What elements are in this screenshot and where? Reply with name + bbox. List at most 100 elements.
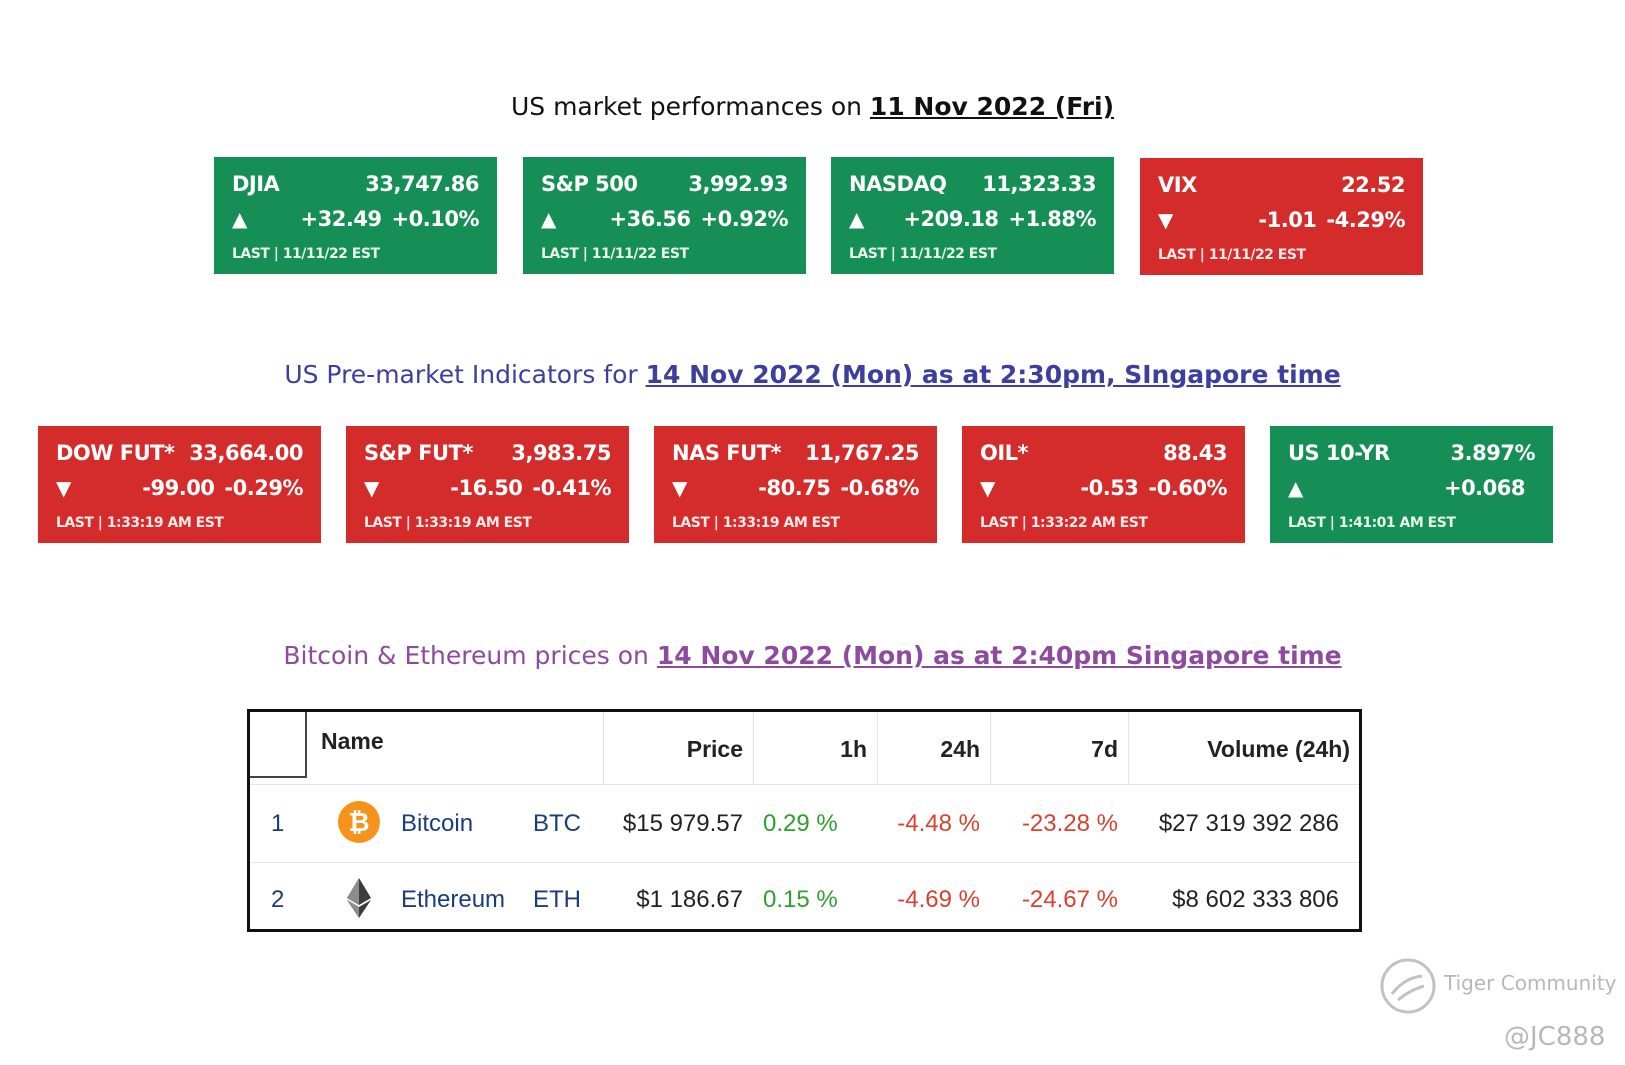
tile-value: 3.897% — [1450, 441, 1536, 465]
tile-dow-fut[interactable]: DOW FUT* 33,664.00 ▼ -99.00 -0.29% LAST | 1… — [38, 426, 321, 543]
header-7d[interactable]: 7d — [1091, 736, 1118, 762]
tile-name: OIL* — [980, 441, 1029, 465]
crypto-heading: Bitcoin & Ethereum prices on 14 Nov 2022… — [283, 641, 1342, 670]
tile-value: 33,747.86 — [365, 172, 479, 196]
coin-symbol: ETH — [533, 886, 581, 913]
tile-sp500[interactable]: S&P 500 3,992.93 ▲ +36.56 +0.92% LAST | 11/… — [523, 157, 806, 274]
tile-value: 88.43 — [1163, 441, 1227, 465]
crypto-date: 14 Nov 2022 (Mon) as at 2:40pm Singapore… — [656, 641, 1342, 670]
down-arrow-icon: ▼ — [672, 476, 687, 500]
us-market-heading: US market performances on 11 Nov 2022 (F… — [510, 92, 1115, 121]
up-arrow-icon: ▲ — [541, 207, 556, 231]
table-row[interactable]: 2 Ethereum ETH $1 186.67 0.15 % -4.69 % … — [250, 862, 1359, 938]
crypto-price-table: Name Price 1h 24h 7d Volume (24h) 1 ₿ Bi… — [247, 709, 1362, 932]
tile-djia[interactable]: DJIA 33,747.86 ▲ +32.49 +0.10% LAST | 11/11… — [214, 157, 497, 274]
volume-24h: $8 602 333 806 — [1172, 886, 1339, 913]
tile-change: -80.75 — [758, 476, 831, 500]
watermark-handle: @JC888 — [1504, 1022, 1606, 1052]
tile-nasdaq[interactable]: NASDAQ 11,323.33 ▲ +209.18 +1.88% LAST | 11… — [831, 157, 1114, 274]
tile-value: 3,992.93 — [688, 172, 788, 196]
tile-pct: +1.88% — [1008, 207, 1097, 231]
tile-nas-fut[interactable]: NAS FUT* 11,767.25 ▼ -80.75 -0.68% LAST | 1… — [654, 426, 937, 543]
tile-pct: -0.68% — [840, 476, 919, 500]
bitcoin-icon: ₿ — [338, 801, 380, 843]
tile-change: -16.50 — [450, 476, 523, 500]
tile-value: 3,983.75 — [511, 441, 611, 465]
rank: 1 — [271, 810, 285, 837]
tile-name: DJIA — [232, 172, 280, 196]
table-header: Name Price 1h 24h 7d Volume (24h) — [250, 712, 1359, 784]
price: $15 979.57 — [622, 810, 743, 837]
us-market-date: 11 Nov 2022 (Fri) — [869, 92, 1115, 121]
tile-value: 11,323.33 — [982, 172, 1096, 196]
premarket-date: 14 Nov 2022 (Mon) as at 2:30pm, SIngapor… — [645, 360, 1341, 389]
tile-name: DOW FUT* — [56, 441, 175, 465]
tile-pct: +0.10% — [391, 207, 480, 231]
change-7d: -23.28 % — [1021, 810, 1118, 837]
coin-name-link[interactable]: Bitcoin — [401, 810, 474, 837]
tile-name: NAS FUT* — [672, 441, 781, 465]
tile-pct: +0.92% — [700, 207, 789, 231]
header-name[interactable]: Name — [321, 728, 384, 754]
up-arrow-icon: ▲ — [1288, 476, 1303, 500]
tile-last-updated: LAST | 1:33:19 AM EST — [672, 515, 840, 531]
tile-value: 22.52 — [1341, 173, 1405, 197]
tile-us-10yr[interactable]: US 10-YR 3.897% ▲ +0.068 LAST | 1:41:01 AM… — [1270, 426, 1553, 543]
coin-symbol: BTC — [533, 810, 581, 837]
tile-last-updated: LAST | 1:41:01 AM EST — [1288, 515, 1456, 531]
tile-name: S&P 500 — [541, 172, 638, 196]
table-row[interactable]: 1 ₿ Bitcoin BTC $15 979.57 0.29 % -4.48 … — [250, 786, 1359, 862]
tile-value: 11,767.25 — [805, 441, 919, 465]
tile-change: +36.56 — [609, 207, 692, 231]
change-1h: 0.29 % — [763, 810, 838, 837]
rank: 2 — [271, 886, 285, 913]
tile-pct: -0.41% — [532, 476, 611, 500]
header-price[interactable]: Price — [686, 736, 743, 762]
change-1h: 0.15 % — [763, 886, 838, 913]
change-24h: -4.69 % — [897, 886, 980, 913]
watermark: Tiger Community @JC888 — [1378, 956, 1618, 1056]
tile-vix[interactable]: VIX 22.52 ▼ -1.01 -4.29% LAST | 11/11/22 ES… — [1140, 158, 1423, 275]
header-corner — [250, 712, 307, 778]
down-arrow-icon: ▼ — [56, 476, 71, 500]
tile-oil[interactable]: OIL* 88.43 ▼ -0.53 -0.60% LAST | 1:33:22 AM… — [962, 426, 1245, 543]
tile-change: +0.068 — [1443, 476, 1526, 500]
change-7d: -24.67 % — [1021, 886, 1118, 913]
tile-pct: -4.29% — [1326, 208, 1405, 232]
tile-name: VIX — [1158, 173, 1197, 197]
change-24h: -4.48 % — [897, 810, 980, 837]
up-arrow-icon: ▲ — [849, 207, 864, 231]
tile-name: NASDAQ — [849, 172, 947, 196]
premarket-heading: US Pre-market Indicators for 14 Nov 2022… — [284, 360, 1341, 389]
header-1h[interactable]: 1h — [840, 736, 867, 762]
tile-last-updated: LAST | 1:33:19 AM EST — [364, 515, 532, 531]
price: $1 186.67 — [636, 886, 743, 913]
tile-change: -99.00 — [142, 476, 215, 500]
tile-last-updated: LAST | 11/11/22 EST — [849, 246, 997, 262]
tile-last-updated: LAST | 11/11/22 EST — [1158, 247, 1306, 263]
tile-change: +32.49 — [300, 207, 383, 231]
tile-change: -1.01 — [1258, 208, 1317, 232]
tile-value: 33,664.00 — [189, 441, 303, 465]
header-24h[interactable]: 24h — [940, 736, 980, 762]
coin-name-link[interactable]: Ethereum — [401, 886, 506, 913]
up-arrow-icon: ▲ — [232, 207, 247, 231]
down-arrow-icon: ▼ — [364, 476, 379, 500]
tiger-community-logo-icon — [1380, 958, 1436, 1014]
svg-text:₿: ₿ — [348, 808, 369, 838]
tile-last-updated: LAST | 11/11/22 EST — [541, 246, 689, 262]
tile-sp-fut[interactable]: S&P FUT* 3,983.75 ▼ -16.50 -0.41% LAST | 1:… — [346, 426, 629, 543]
tile-last-updated: LAST | 1:33:19 AM EST — [56, 515, 224, 531]
tile-last-updated: LAST | 1:33:22 AM EST — [980, 515, 1148, 531]
volume-24h: $27 319 392 286 — [1158, 810, 1339, 837]
ethereum-icon — [347, 878, 371, 918]
tile-change: -0.53 — [1080, 476, 1139, 500]
down-arrow-icon: ▼ — [1158, 208, 1173, 232]
tile-name: S&P FUT* — [364, 441, 473, 465]
down-arrow-icon: ▼ — [980, 476, 995, 500]
tile-last-updated: LAST | 11/11/22 EST — [232, 246, 380, 262]
header-volume-24h[interactable]: Volume (24h) — [1207, 736, 1350, 762]
tile-pct: -0.60% — [1148, 476, 1227, 500]
watermark-brand: Tiger Community — [1444, 971, 1617, 995]
tile-pct: -0.29% — [224, 476, 303, 500]
